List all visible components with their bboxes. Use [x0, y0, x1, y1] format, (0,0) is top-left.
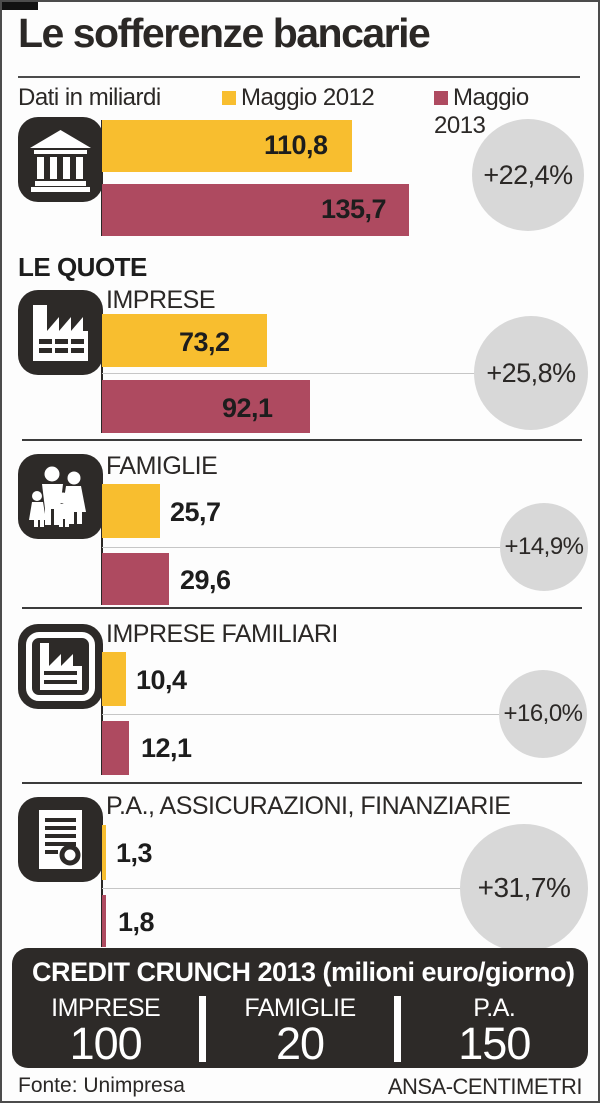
change-badge: +25,8%	[474, 316, 588, 430]
col-label: IMPRESE	[51, 994, 161, 1022]
legend-item-maggio-2013: Maggio 2013	[434, 84, 584, 140]
title-divider	[18, 76, 580, 78]
family-business-icon	[18, 624, 103, 709]
section-label: P.A., ASSICURAZIONI, FINANZIARIE	[106, 792, 511, 820]
col-value: 20	[275, 1018, 325, 1069]
section-pa-assicurazioni-finanziarie: P.A., ASSICURAZIONI, FINANZIARIE 1,3 1,8…	[2, 792, 598, 952]
change-value: +25,8%	[486, 357, 576, 388]
axis-baseline	[101, 825, 103, 947]
axis-baseline	[101, 484, 103, 605]
bar-2013	[102, 380, 310, 433]
axis-baseline	[101, 120, 103, 236]
subtitle: Dati in miliardi	[18, 84, 161, 111]
credit-crunch-title: CREDIT CRUNCH 2013 (milioni euro/giorno)	[32, 957, 575, 987]
quote-heading: LE QUOTE	[18, 252, 147, 282]
family-icon	[18, 454, 103, 539]
bar-2012	[102, 825, 106, 880]
credit-crunch-col-famiglie: FAMIGLIE 20	[206, 994, 393, 1069]
col-value: 150	[458, 1018, 531, 1069]
bank-icon	[18, 117, 103, 202]
change-badge: +16,0%	[499, 670, 587, 758]
legend-label-2013: Maggio 2013	[434, 84, 529, 139]
col-label: FAMIGLIE	[244, 994, 356, 1022]
certificate-icon	[18, 797, 103, 882]
value-label-2012: 10,4	[136, 665, 187, 695]
change-value: +16,0%	[503, 700, 583, 727]
value-label-2012: 25,7	[170, 497, 221, 527]
bar-2013	[102, 184, 409, 236]
legend-label-2012: Maggio 2012	[241, 84, 375, 111]
change-value: +14,9%	[504, 533, 584, 560]
factory-icon	[18, 290, 103, 375]
section-divider	[22, 607, 582, 609]
section-imprese-familiari: IMPRESE FAMILIARI 10,4 12,1 +16,0%	[2, 620, 598, 778]
legend-item-maggio-2012: Maggio 2012	[222, 84, 375, 112]
change-badge: +22,4%	[472, 119, 584, 231]
value-label-2012: 110,8	[264, 130, 328, 160]
section-label: IMPRESE	[106, 286, 216, 314]
column-divider	[393, 996, 401, 1062]
credit-label: ANSA-CENTIMETRI	[387, 1074, 583, 1099]
page-title: Le sofferenze bancarie	[18, 10, 431, 56]
value-label-2013: 92,1	[222, 393, 273, 423]
col-label: P.A.	[473, 994, 516, 1022]
legend-swatch-2012-icon	[222, 91, 236, 105]
value-label-2012: 1,3	[116, 838, 153, 868]
axis-baseline	[101, 652, 103, 775]
section-label: IMPRESE FAMILIARI	[106, 620, 338, 648]
legend: Dati in miliardi Maggio 2012 Maggio 2013	[18, 84, 584, 139]
connector-line	[102, 714, 499, 715]
value-label-2013: 135,7	[321, 194, 387, 224]
section-label: FAMIGLIE	[106, 452, 218, 480]
bar-2012	[102, 314, 267, 367]
change-value: +22,4%	[483, 159, 573, 190]
col-value: 100	[69, 1018, 143, 1069]
section-famiglie: FAMIGLIE 25,7 29,6 +14,9%	[2, 452, 598, 607]
credit-crunch-col-imprese: IMPRESE 100	[12, 994, 199, 1069]
connector-line	[102, 547, 500, 548]
change-badge: +31,7%	[460, 824, 588, 952]
section-divider	[22, 439, 582, 441]
credit-crunch-columns: IMPRESE 100 FAMIGLIE 20 P.A. 150	[12, 994, 588, 1069]
value-label-2013: 1,8	[118, 907, 155, 937]
credit-crunch-col-pa: P.A. 150	[401, 994, 588, 1069]
value-label-2012: 73,2	[179, 327, 230, 357]
section-banche: 110,8 135,7 +22,4%	[2, 115, 598, 241]
value-label-2013: 12,1	[141, 733, 192, 763]
connector-line	[102, 888, 460, 889]
bar-2013	[102, 721, 129, 775]
connector-line	[102, 373, 476, 374]
change-value: +31,7%	[477, 872, 571, 903]
corner-tab	[2, 2, 38, 10]
value-label-2013: 29,6	[180, 565, 231, 595]
section-imprese: IMPRESE 73,2 92,1 +25,8%	[2, 286, 598, 436]
bar-2012	[102, 652, 126, 706]
bar-2013	[102, 895, 106, 947]
bar-2012	[102, 484, 160, 538]
column-divider	[199, 996, 207, 1062]
legend-swatch-2013-icon	[434, 91, 448, 105]
credit-crunch-panel: CREDIT CRUNCH 2013 (milioni euro/giorno)…	[12, 948, 588, 1068]
source-label: Fonte: Unimpresa	[18, 1074, 185, 1097]
section-divider	[22, 782, 582, 784]
change-badge: +14,9%	[500, 503, 588, 591]
bar-2012	[102, 120, 352, 172]
bar-2013	[102, 553, 169, 605]
